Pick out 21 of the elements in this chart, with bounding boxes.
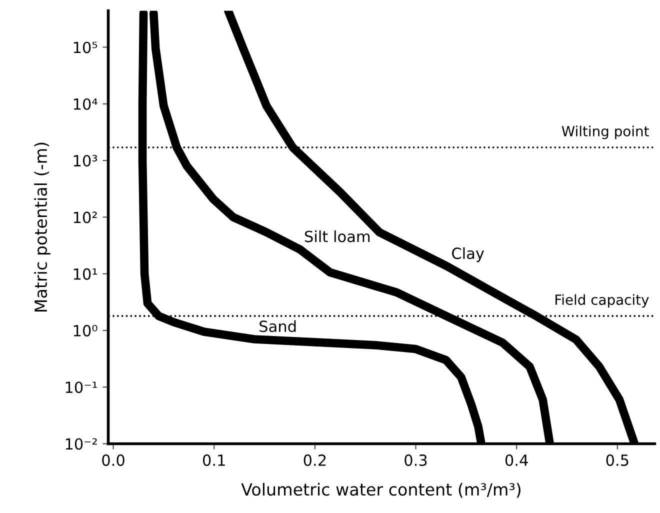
x-tick-label: 0.0 (102, 454, 124, 466)
y-tick-label: 10² (74, 212, 97, 224)
x-tick-label: 0.1 (202, 454, 225, 466)
ref-line-label: Wilting point (562, 126, 649, 140)
x-tick-label: 0.3 (404, 454, 427, 466)
x-tick-label: 0.4 (505, 454, 528, 466)
y-tick-label: 10⁴ (74, 98, 98, 110)
y-tick-label: 10¹ (74, 268, 97, 280)
y-tick-label: 10⁰ (74, 324, 98, 336)
x-axis-title: Volumetric water content (m³/m³) (241, 482, 520, 498)
y-tick-label: 10⁻¹ (66, 382, 97, 394)
series-label: Sand (260, 320, 296, 332)
y-tick-label: 10⁵ (74, 42, 98, 54)
x-tick-label: 0.2 (304, 454, 326, 466)
series-label: Silt loam (304, 230, 370, 242)
y-tick-label: 10³ (74, 154, 98, 167)
y-axis-title: Matric potential (-m) (34, 142, 50, 312)
y-tick-label: 10⁻² (66, 438, 97, 450)
ref-line-label: Field capacity (556, 294, 649, 308)
series-label: Clay (452, 247, 484, 262)
x-tick-label: 0.5 (606, 454, 628, 466)
